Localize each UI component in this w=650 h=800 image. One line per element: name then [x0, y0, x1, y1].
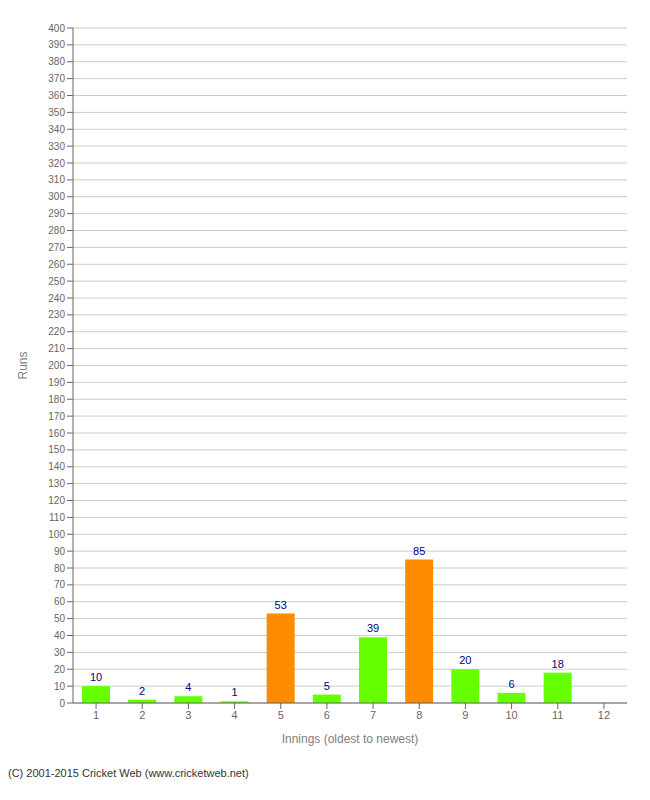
- svg-text:110: 110: [49, 512, 65, 523]
- svg-text:180: 180: [48, 394, 65, 405]
- svg-text:150: 150: [48, 444, 65, 455]
- svg-text:170: 170: [48, 411, 65, 422]
- svg-text:390: 390: [48, 39, 65, 50]
- svg-text:210: 210: [48, 343, 65, 354]
- svg-text:250: 250: [48, 276, 65, 287]
- svg-text:6: 6: [508, 678, 514, 690]
- svg-text:60: 60: [54, 596, 66, 607]
- svg-text:1: 1: [231, 686, 237, 698]
- svg-text:350: 350: [48, 107, 65, 118]
- svg-text:100: 100: [48, 529, 65, 540]
- svg-text:10: 10: [90, 671, 102, 683]
- svg-text:140: 140: [48, 461, 65, 472]
- svg-text:290: 290: [48, 208, 65, 219]
- svg-text:85: 85: [413, 545, 425, 557]
- svg-text:30: 30: [54, 647, 66, 658]
- svg-text:10: 10: [54, 681, 66, 692]
- svg-text:280: 280: [48, 225, 65, 236]
- svg-text:5: 5: [278, 709, 284, 721]
- svg-text:70: 70: [54, 579, 66, 590]
- svg-text:300: 300: [48, 191, 65, 202]
- svg-text:5: 5: [324, 680, 330, 692]
- svg-text:2: 2: [139, 709, 145, 721]
- svg-text:320: 320: [48, 158, 65, 169]
- svg-text:2: 2: [139, 685, 145, 697]
- svg-text:Runs: Runs: [16, 351, 30, 379]
- svg-text:40: 40: [54, 630, 66, 641]
- html-text:(C) 2001-2015 Cricket Web (www: (C) 2001-2015 Cricket Web (www.cricketwe…: [8, 767, 249, 779]
- svg-text:7: 7: [370, 709, 376, 721]
- svg-text:6: 6: [324, 709, 330, 721]
- svg-text:80: 80: [54, 563, 66, 574]
- svg-text:50: 50: [54, 613, 66, 624]
- svg-text:360: 360: [48, 90, 65, 101]
- svg-text:10: 10: [505, 709, 517, 721]
- svg-text:0: 0: [59, 698, 65, 709]
- svg-text:53: 53: [275, 599, 287, 611]
- svg-text:200: 200: [48, 360, 65, 371]
- svg-text:3: 3: [185, 709, 191, 721]
- svg-text:330: 330: [48, 141, 65, 152]
- svg-text:130: 130: [48, 478, 65, 489]
- svg-text:8: 8: [416, 709, 422, 721]
- svg-text:90: 90: [54, 546, 66, 557]
- svg-text:11: 11: [552, 709, 563, 721]
- svg-text:20: 20: [54, 664, 66, 675]
- svg-text:190: 190: [48, 377, 65, 388]
- svg-text:4: 4: [232, 709, 238, 721]
- svg-text:1: 1: [93, 709, 99, 721]
- svg-text:Innings (oldest to newest): Innings (oldest to newest): [282, 732, 419, 746]
- svg-text:230: 230: [48, 309, 65, 320]
- svg-text:20: 20: [459, 654, 471, 666]
- svg-text:160: 160: [48, 428, 65, 439]
- svg-text:9: 9: [462, 709, 468, 721]
- svg-text:120: 120: [48, 495, 65, 506]
- svg-text:4: 4: [185, 681, 191, 693]
- svg-text:260: 260: [48, 259, 65, 270]
- svg-text:270: 270: [48, 242, 65, 253]
- svg-text:400: 400: [48, 23, 65, 34]
- svg-text:18: 18: [552, 658, 564, 670]
- svg-text:380: 380: [48, 56, 65, 67]
- svg-text:310: 310: [48, 174, 65, 185]
- svg-text:240: 240: [48, 293, 65, 304]
- svg-text:370: 370: [48, 73, 65, 84]
- svg-text:340: 340: [48, 124, 65, 135]
- svg-text:39: 39: [367, 622, 379, 634]
- svg-text:12: 12: [598, 709, 610, 721]
- svg-text:220: 220: [48, 326, 65, 337]
